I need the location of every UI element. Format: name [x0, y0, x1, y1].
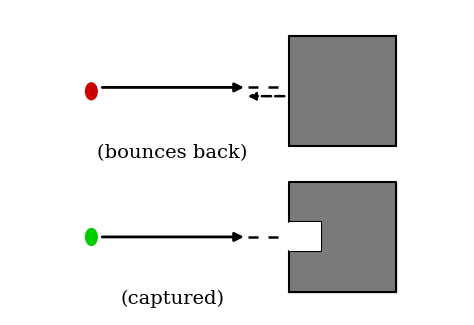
Text: (bounces back): (bounces back) [97, 145, 247, 162]
Ellipse shape [85, 228, 97, 245]
Text: (captured): (captured) [120, 290, 224, 308]
Bar [289, 222, 321, 252]
Bar [289, 36, 396, 146]
Ellipse shape [85, 83, 97, 100]
Polygon shape [289, 182, 396, 292]
